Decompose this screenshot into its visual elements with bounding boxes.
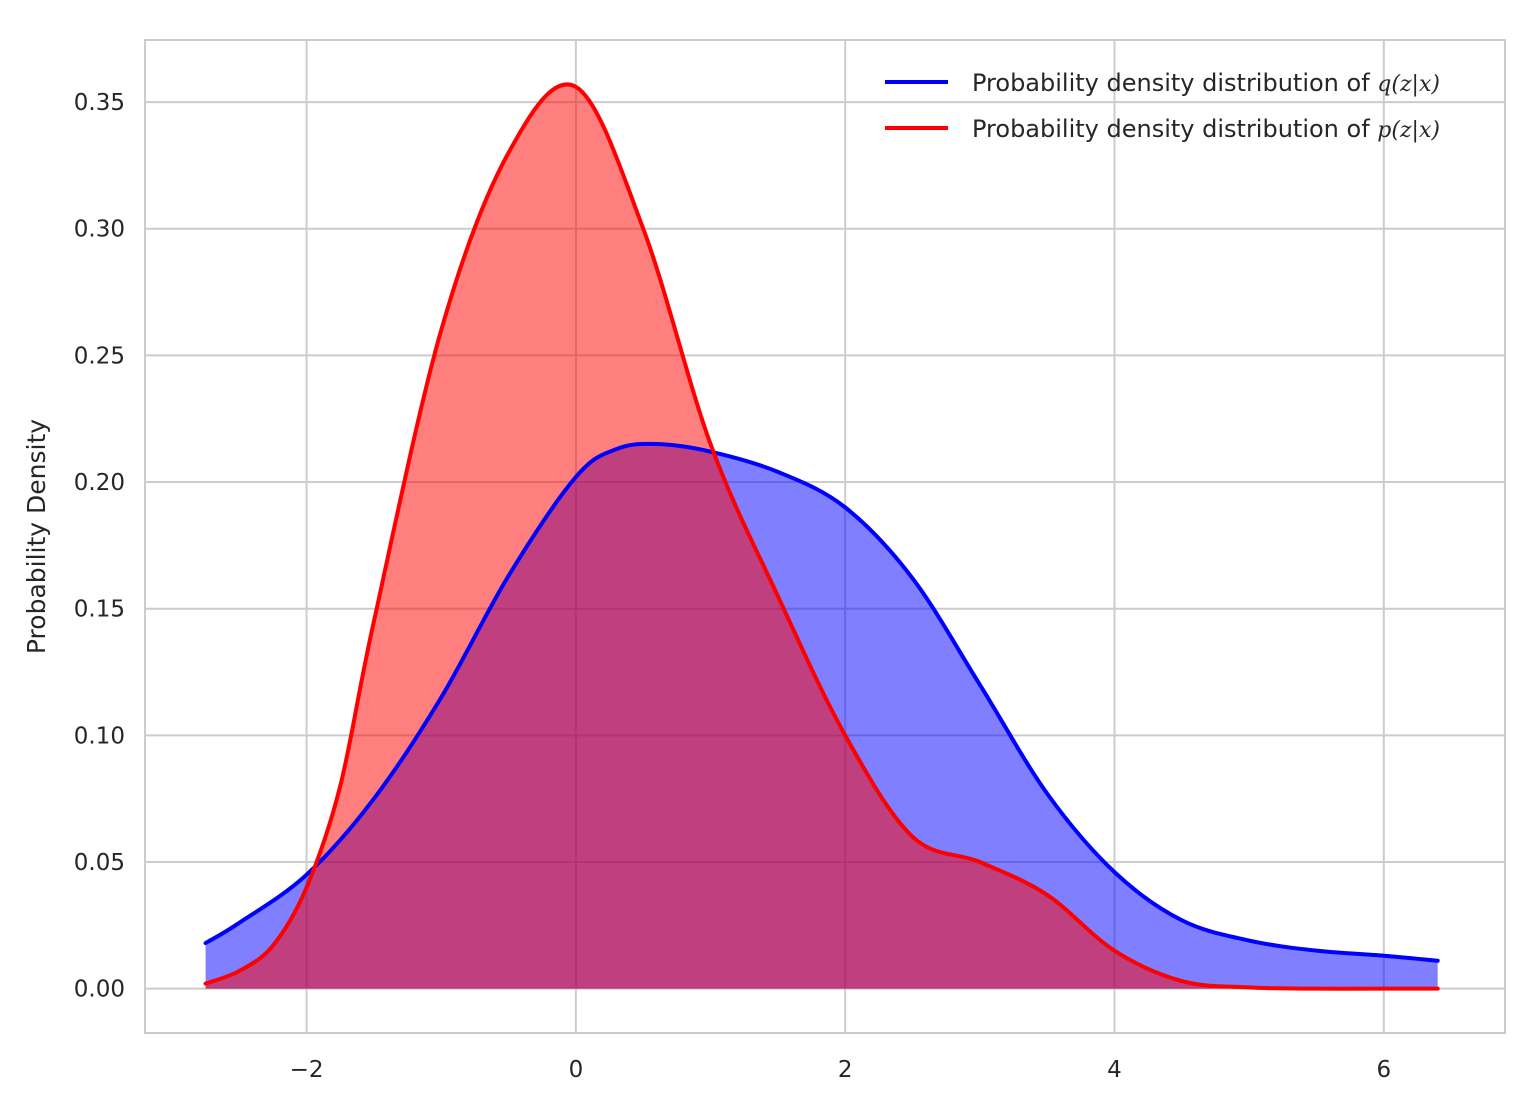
series-areas	[205, 84, 1438, 989]
legend-label-math: p(z|x)	[1377, 118, 1440, 143]
y-tick-label: 0.05	[74, 850, 125, 876]
x-tick-label: 4	[1107, 1057, 1122, 1083]
y-tick-label: 0.10	[74, 723, 125, 749]
x-tick-label: 2	[838, 1057, 853, 1083]
y-axis-ticks: 0.00 0.05 0.10 0.15 0.20 0.25 0.30 0.35	[74, 90, 125, 1003]
y-tick-label: 0.20	[74, 470, 125, 496]
legend: Probability density distribution of q(z|…	[885, 69, 1440, 143]
legend-label-math: q(z|x)	[1377, 72, 1440, 97]
legend-label-text: Probability density distribution of	[972, 115, 1377, 143]
legend-label-text: Probability density distribution of	[972, 69, 1377, 97]
series-lines	[203, 82, 1440, 991]
legend-label: Probability density distribution of q(z|…	[972, 69, 1440, 97]
plot-frame	[144, 39, 1506, 1034]
series-area-p	[205, 84, 1438, 989]
legend-label: Probability density distribution of p(z|…	[972, 115, 1440, 143]
legend-entry-p: Probability density distribution of p(z|…	[885, 115, 1440, 143]
legend-entry-q: Probability density distribution of q(z|…	[885, 69, 1440, 97]
y-tick-label: 0.25	[74, 343, 125, 369]
y-tick-label: 0.15	[74, 597, 125, 623]
y-tick-label: 0.30	[74, 217, 125, 243]
x-axis-ticks: −2 0 2 4 6	[290, 1057, 1392, 1083]
y-tick-label: 0.00	[74, 977, 125, 1003]
y-tick-label: 0.35	[74, 90, 125, 116]
series-line-q	[203, 441, 1440, 963]
x-tick-label: 0	[569, 1057, 584, 1083]
series-line-p	[203, 82, 1440, 991]
x-tick-label: −2	[290, 1057, 324, 1083]
y-axis-label: Probability Density	[22, 419, 51, 654]
x-tick-label: 6	[1376, 1057, 1391, 1083]
